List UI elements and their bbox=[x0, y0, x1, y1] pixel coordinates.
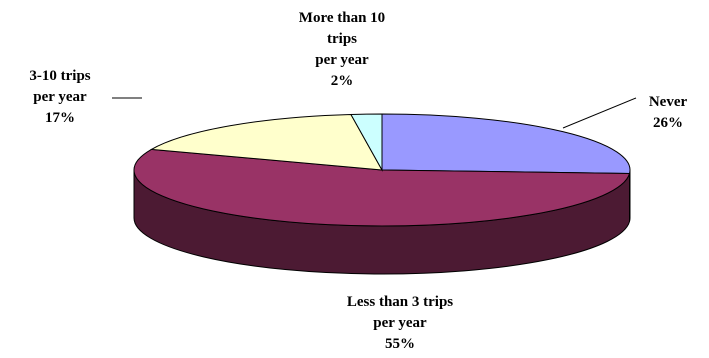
slice-label-never: Never 26% bbox=[649, 94, 688, 131]
slice-3-10-trips bbox=[149, 113, 383, 171]
slice-never bbox=[381, 113, 631, 175]
slice-labels: Never 26% Less than 3 trips per year 55% 3-10… bbox=[29, 10, 687, 352]
slice-label-less-than-3-trips: Less than 3 trips per year 55% bbox=[347, 294, 453, 352]
slice-label-3-10-trips: 3-10 trips per year 17% bbox=[29, 68, 90, 126]
leader-lines bbox=[112, 97, 637, 129]
slice-less-than-3-trips bbox=[133, 148, 631, 227]
slice-more-than-10 bbox=[350, 113, 383, 172]
pie-tops bbox=[133, 113, 631, 227]
leader-line-never bbox=[562, 97, 637, 129]
slice-label-more-than-10: More than 10 trips per year 2% bbox=[299, 10, 385, 89]
